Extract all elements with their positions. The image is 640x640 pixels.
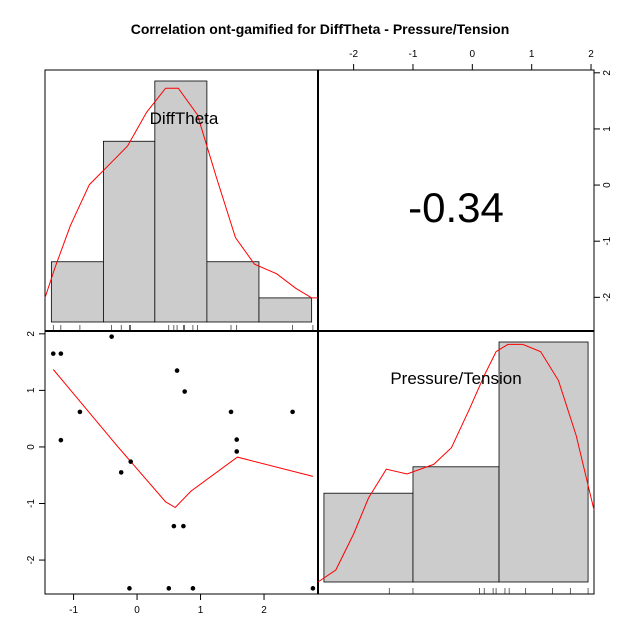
top-axis-tick-label: -1 [409, 49, 418, 60]
correlation-value: -0.34 [408, 184, 504, 231]
x-axis-tick-label: 1 [198, 605, 204, 616]
x-axis-tick-label: 2 [261, 605, 267, 616]
diff-theta-density-line [44, 87, 318, 299]
top-axis-tick-label: 0 [470, 49, 476, 60]
diff-theta-hist-bar [206, 261, 260, 323]
scatter-point [171, 523, 177, 529]
right-axis-tick-label: 0 [602, 182, 613, 188]
scatter-point [50, 351, 56, 356]
top-axis-tick-label: -2 [349, 49, 358, 60]
y-axis-tick-label: 0 [26, 444, 37, 450]
scatter-point [234, 437, 240, 442]
scatter-point [77, 409, 83, 415]
scatter-point [127, 586, 132, 591]
y-axis-tick-label: -1 [26, 499, 37, 508]
scatter-point [166, 586, 172, 591]
scatter-point [234, 449, 240, 454]
right-axis-tick-label: 1 [602, 126, 613, 132]
y-axis-tick-label: 1 [26, 387, 37, 393]
scatter-point [128, 459, 134, 464]
chart-title: Correlation ont-gamified for DiffTheta -… [131, 21, 510, 37]
scatter-point [58, 437, 64, 443]
diff-theta-label: DiffTheta [150, 109, 219, 128]
diff-theta-hist-bar [103, 140, 156, 323]
x-axis-tick-label: 0 [134, 605, 140, 616]
top-axis-tick-label: 2 [588, 49, 594, 60]
right-axis-tick-label: -2 [602, 292, 613, 301]
scatter-point [58, 351, 64, 356]
scatter-point [290, 409, 295, 415]
scatter-point [118, 470, 124, 475]
diff-theta-hist-bar [50, 261, 104, 323]
top-axis-tick-label: 1 [529, 49, 535, 60]
panels-group: DiffTheta -0.34 -1 0 1 2 -2 -1 0 1 2 Pressure/Tensi… [26, 49, 613, 616]
diff-theta-hist-bar [258, 297, 313, 323]
scatter-point [181, 523, 186, 529]
pressure-tension-hist-bar [412, 466, 500, 583]
y-axis-tick-label: 2 [26, 331, 37, 337]
scatter-point [190, 586, 196, 591]
scatter-point [228, 409, 234, 415]
pressure-tension-label: Pressure/Tension [390, 369, 521, 388]
scatter-point [310, 586, 316, 591]
scatter-smooth-line [52, 369, 314, 509]
y-axis-tick-label: -2 [26, 555, 37, 564]
pressure-tension-hist-bar [323, 492, 414, 583]
right-axis-tick-label: 2 [602, 70, 613, 76]
scatter-point [109, 334, 114, 339]
scatter-point [174, 368, 180, 373]
diff-theta-hist-bar [154, 80, 208, 323]
scatter-point [182, 389, 187, 394]
x-axis-tick-label: -1 [69, 605, 78, 616]
pressure-tension-density-line [317, 343, 595, 583]
pressure-tension-hist-bar [498, 341, 589, 583]
right-axis-tick-label: -1 [602, 236, 613, 245]
panel-border-bl [44, 330, 319, 595]
